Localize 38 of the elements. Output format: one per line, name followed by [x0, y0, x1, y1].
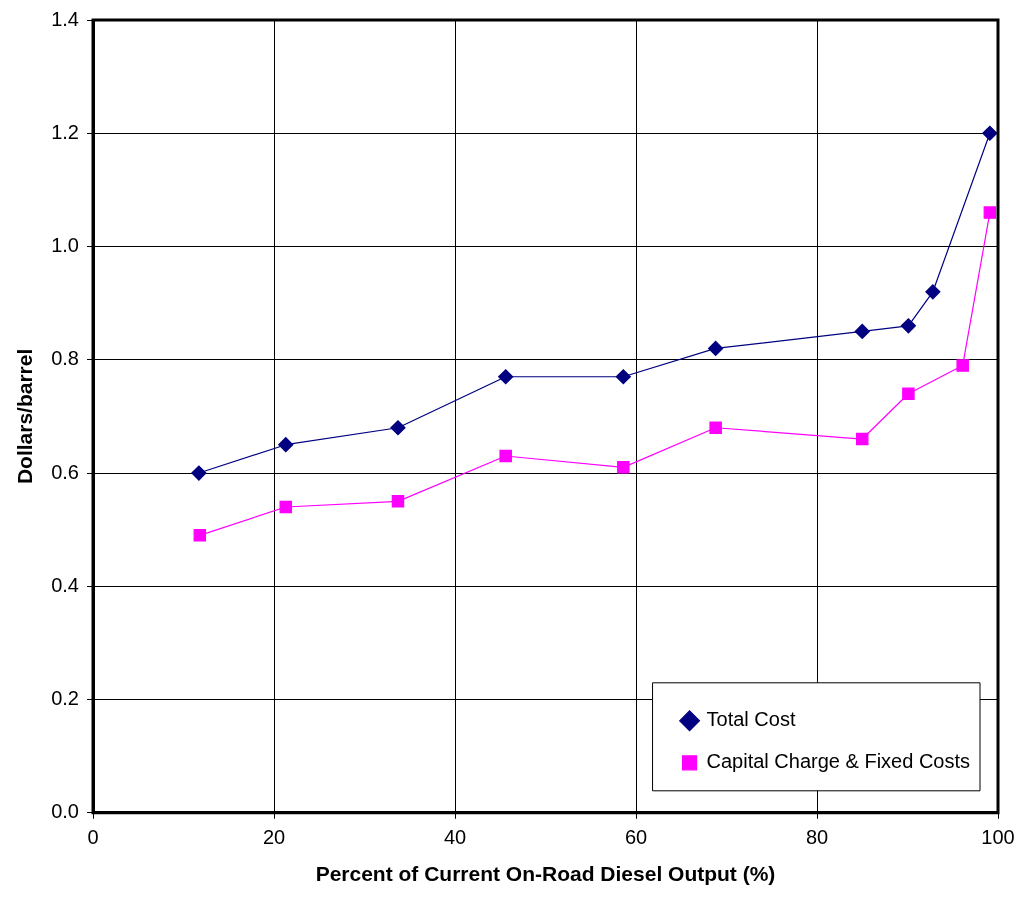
y-tick-label: 0.0 — [51, 800, 79, 823]
legend-label: Capital Charge & Fixed Costs — [706, 750, 971, 773]
y-tick-label: 1.2 — [51, 120, 79, 143]
y-tick-label: 0.8 — [51, 347, 79, 370]
point — [499, 449, 512, 463]
point — [956, 359, 969, 372]
point — [708, 340, 724, 357]
point — [278, 437, 294, 453]
x-tick-label: 40 — [443, 826, 467, 849]
point — [617, 461, 630, 474]
y-tick-label: 0.2 — [51, 687, 79, 710]
point — [983, 206, 997, 219]
point — [709, 421, 722, 434]
y-axis-title: Dollars/barrel — [13, 348, 37, 485]
point — [855, 432, 869, 446]
y-tick-label: 0.6 — [51, 460, 79, 483]
point — [193, 529, 207, 542]
point — [982, 125, 998, 141]
point — [925, 284, 941, 300]
point — [900, 318, 917, 334]
x-tick-label: 20 — [262, 826, 286, 849]
y-tick-label: 0.4 — [51, 573, 79, 596]
x-axis-title: Percent of Current On-Road Diesel Output (%) — [315, 862, 776, 886]
point — [902, 387, 915, 401]
point — [615, 369, 631, 385]
point — [390, 420, 406, 436]
point — [854, 323, 870, 340]
point — [498, 369, 514, 385]
x-tick-label: 0 — [87, 826, 99, 849]
x-tick-label: 80 — [805, 826, 829, 849]
point — [391, 495, 405, 508]
x-tick-label: 100 — [981, 826, 1015, 849]
y-tick-label: 1.0 — [51, 234, 79, 257]
x-tick-label: 60 — [624, 826, 648, 849]
legend-label: Total Cost — [706, 708, 796, 731]
point — [191, 465, 207, 481]
y-tick-label: 1.4 — [51, 7, 79, 30]
point — [279, 500, 293, 514]
